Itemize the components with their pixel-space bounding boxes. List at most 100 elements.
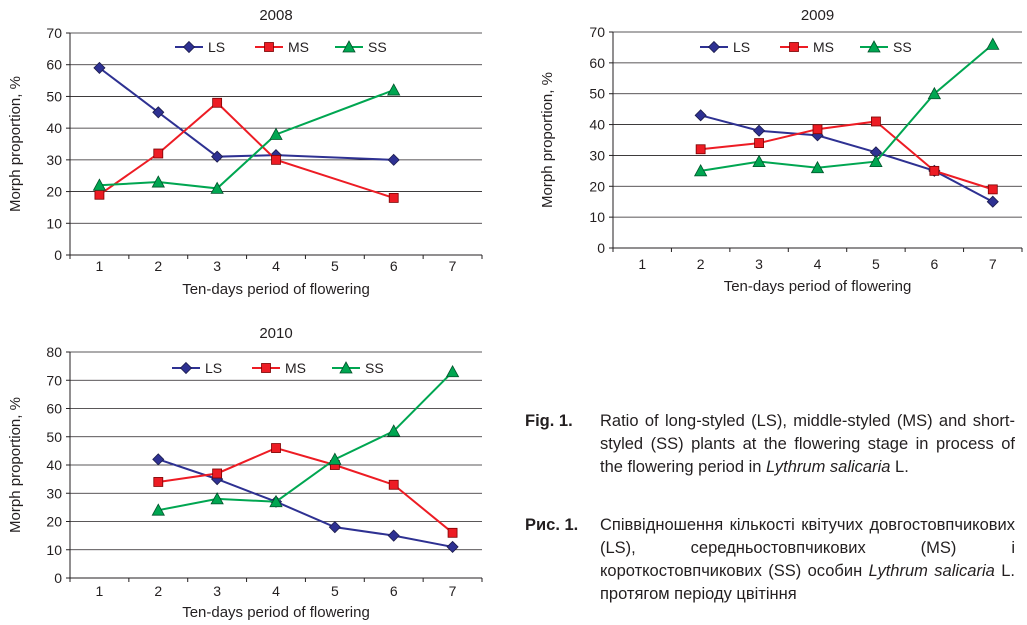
series-line-ss: [158, 371, 454, 512]
data-point-ls: [387, 529, 400, 542]
x-axis-label: Ten-days period of flowering: [724, 278, 912, 295]
x-tick-label: 7: [449, 583, 457, 599]
series-line-ss: [99, 89, 395, 190]
legend-marker-ms: [789, 42, 799, 52]
x-tick-label: 1: [638, 256, 646, 272]
data-point-ss: [986, 37, 1000, 50]
data-point-ss: [210, 181, 224, 194]
y-tick-label: 80: [46, 344, 62, 360]
legend-label-ms: MS: [285, 360, 306, 376]
x-tick-label: 3: [213, 258, 221, 274]
data-point-ls: [152, 453, 165, 466]
series-line-ls: [157, 458, 453, 548]
series-ls: [93, 61, 400, 166]
y-tick-label: 60: [589, 55, 605, 71]
x-tick-label: 7: [989, 256, 997, 272]
chart-title: 2009: [801, 7, 834, 24]
x-axis-label: Ten-days period of flowering: [182, 604, 370, 621]
y-tick-label: 60: [46, 401, 62, 417]
y-tick-label: 0: [54, 247, 62, 263]
legend-label-ss: SS: [368, 39, 387, 55]
caption-text: Ratio of long-styled (LS), middle-styled…: [600, 410, 1015, 479]
data-point-ls: [753, 124, 766, 137]
data-point-ss: [693, 164, 708, 177]
data-point-ss: [269, 127, 283, 140]
legend-marker-ls: [182, 40, 196, 54]
series-line-ss: [700, 43, 994, 172]
y-tick-label: 40: [46, 120, 62, 136]
y-tick-label: 20: [46, 514, 62, 530]
data-point-ss: [151, 503, 165, 516]
figure-caption-ukrainian: Рис. 1. Співвідношення кількості квітучи…: [525, 514, 1015, 606]
y-tick-label: 20: [589, 178, 605, 194]
y-tick-label: 50: [589, 86, 605, 102]
chart-title: 2008: [259, 7, 292, 24]
x-tick-label: 2: [154, 583, 162, 599]
series-ss: [151, 364, 460, 516]
legend: LS MS SS: [172, 360, 384, 376]
data-point-ms: [212, 468, 223, 479]
y-tick-label: 40: [589, 117, 605, 133]
x-tick-label: 1: [96, 583, 104, 599]
x-tick-label: 4: [814, 256, 822, 272]
x-tick-label: 6: [390, 583, 398, 599]
legend-label-ms: MS: [288, 39, 309, 55]
data-point-ss: [92, 178, 107, 191]
legend-marker-ls: [707, 40, 721, 54]
legend-marker-ss: [339, 361, 353, 374]
data-point-ls: [328, 521, 341, 534]
y-tick-label: 30: [589, 147, 605, 163]
x-tick-label: 7: [449, 258, 457, 274]
species-name: Lythrum salicaria: [868, 562, 995, 580]
legend-label-ls: LS: [733, 39, 750, 55]
y-tick-label: 0: [597, 240, 605, 256]
data-point-ss: [328, 452, 342, 465]
legend-marker-ms: [264, 42, 274, 52]
data-point-ms: [153, 477, 164, 487]
y-tick-label: 10: [46, 215, 62, 231]
chart-2010: 2010 0 10 20 30 40 50 60 70 80 1 2 3 4 5 6 7 Ten-days per…: [7, 325, 483, 621]
x-tick-label: 2: [154, 258, 162, 274]
legend-label-ls: LS: [205, 360, 222, 376]
y-tick-label: 50: [46, 429, 62, 445]
y-tick-label: 60: [46, 57, 62, 73]
chart-2008: 2008 0 10 20 30 40 50 60 70 1 2 3 4 5 6 7 Ten-days perio…: [7, 7, 483, 298]
data-point-ss: [869, 154, 883, 168]
legend-marker-ss: [867, 40, 881, 53]
x-tick-label: 5: [331, 258, 339, 274]
series-line-ls: [98, 67, 394, 161]
figure-caption-english: Fig. 1. Ratio of long-styled (LS), middl…: [525, 410, 1015, 479]
data-point-ss: [445, 364, 460, 378]
data-point-ss: [387, 83, 401, 96]
y-tick-label: 20: [46, 184, 62, 200]
series-ms: [94, 97, 399, 203]
y-axis-label: Morph proportion, %: [7, 397, 24, 533]
chart-title: 2010: [259, 325, 292, 342]
data-point-ls: [694, 109, 707, 122]
data-point-ss: [210, 492, 224, 505]
caption-text-part: Ratio of long-styled (LS), middle-styled…: [600, 412, 1015, 476]
data-point-ms: [754, 138, 764, 148]
data-point-ls: [387, 153, 400, 166]
series-line-ms: [158, 446, 454, 534]
y-tick-label: 30: [46, 485, 62, 501]
species-name: Lythrum salicaria: [766, 458, 891, 476]
data-point-ms: [153, 148, 164, 159]
series-ss: [92, 83, 401, 194]
y-tick-label: 30: [46, 152, 62, 168]
caption-tag: Рис. 1.: [525, 516, 579, 534]
legend-label-ss: SS: [893, 39, 912, 55]
legend-label-ss: SS: [365, 360, 384, 376]
data-point-ls: [93, 61, 106, 74]
legend-marker-ls: [179, 361, 193, 375]
data-point-ms: [695, 144, 706, 155]
data-point-ls: [211, 150, 224, 163]
data-point-ss: [927, 86, 942, 100]
x-tick-label: 3: [755, 256, 763, 272]
data-point-ls: [446, 540, 459, 553]
data-point-ss: [752, 154, 766, 168]
series-ss: [693, 37, 1000, 177]
data-point-ms: [271, 154, 281, 165]
series-ms: [695, 116, 998, 195]
y-tick-label: 0: [54, 570, 62, 586]
